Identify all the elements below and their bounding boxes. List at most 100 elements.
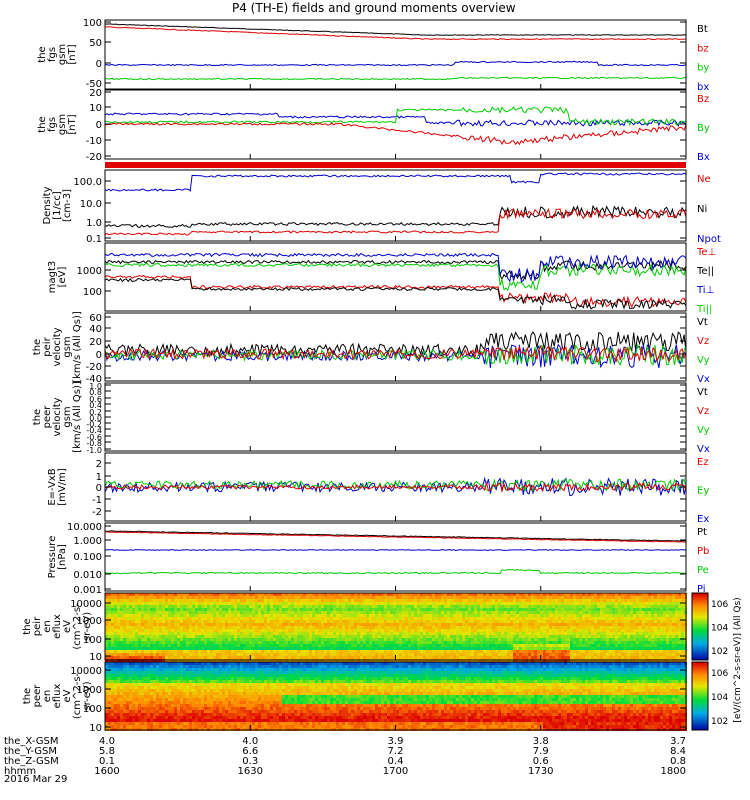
- spectrogram-cell: [492, 608, 495, 611]
- spectrogram-cell: [558, 596, 561, 599]
- spectrogram-cell: [447, 596, 450, 599]
- spectrogram-cell: [264, 620, 267, 623]
- spectrogram-cell: [522, 626, 525, 629]
- spectrogram-cell: [339, 632, 342, 635]
- spectrogram-cell: [135, 614, 138, 617]
- spectrogram-cell: [183, 629, 186, 632]
- spectrogram-cell: [168, 629, 171, 632]
- spectrogram-cell: [378, 626, 381, 629]
- spectrogram-cell: [309, 611, 312, 614]
- spectrogram-cell: [294, 644, 297, 647]
- spectrogram-cell: [606, 653, 609, 656]
- spectrogram-cell: [441, 629, 444, 632]
- spectrogram-cell: [399, 617, 402, 620]
- spectrogram-cell: [312, 641, 315, 644]
- spectrogram-cell: [267, 656, 270, 659]
- spectrogram-cell: [384, 629, 387, 632]
- spectrogram-cell: [147, 599, 150, 602]
- spectrogram-cell: [228, 644, 231, 647]
- spectrogram-cell: [606, 602, 609, 605]
- spectrogram-cell: [297, 641, 300, 644]
- spectrogram-cell: [402, 608, 405, 611]
- spectrogram-cell: [510, 599, 513, 602]
- spectrogram-cell: [405, 632, 408, 635]
- spectrogram-cell: [294, 617, 297, 620]
- spectrogram-cell: [597, 662, 600, 665]
- spectrogram-cell: [666, 614, 669, 617]
- spectrogram-cell: [369, 620, 372, 623]
- spectrogram-cell: [477, 623, 480, 626]
- spectrogram-cell: [582, 626, 585, 629]
- spectrogram-cell: [591, 596, 594, 599]
- spectrogram-cell: [276, 593, 279, 596]
- spectrogram-cell: [507, 653, 510, 656]
- spectrogram-cell: [411, 632, 414, 635]
- spectrogram-cell: [243, 650, 246, 653]
- spectrogram-cell: [129, 614, 132, 617]
- spectrogram-cell: [138, 644, 141, 647]
- spectrogram-cell: [372, 635, 375, 638]
- spectrogram-cell: [297, 596, 300, 599]
- spectrogram-cell: [294, 653, 297, 656]
- spectrogram-cell: [390, 650, 393, 653]
- spectrogram-cell: [618, 620, 621, 623]
- spectrogram-cell: [303, 611, 306, 614]
- spectrogram-cell: [390, 608, 393, 611]
- spectrogram-cell: [657, 593, 660, 596]
- spectrogram-cell: [621, 641, 624, 644]
- spectrogram-cell: [237, 623, 240, 626]
- spectrogram-cell: [210, 626, 213, 629]
- spectrogram-cell: [510, 638, 513, 641]
- spectrogram-cell: [420, 623, 423, 626]
- spectrogram-cell: [429, 593, 432, 596]
- spectrogram-cell: [351, 623, 354, 626]
- spectrogram-cell: [219, 611, 222, 614]
- ytick-label: 1.0: [86, 218, 102, 229]
- spectrogram-cell: [207, 617, 210, 620]
- spectrogram-cell: [612, 647, 615, 650]
- spectrogram-cell: [675, 608, 678, 611]
- spectrogram-cell: [645, 626, 648, 629]
- spectrogram-cell: [627, 605, 630, 608]
- spectrogram-cell: [555, 662, 558, 665]
- spectrogram-cell: [231, 638, 234, 641]
- spectrogram-cell: [129, 638, 132, 641]
- spectrogram-cell: [648, 605, 651, 608]
- spectrogram-cell: [156, 629, 159, 632]
- spectrogram-cell: [651, 608, 654, 611]
- spectrogram-cell: [654, 608, 657, 611]
- spectrogram-cell: [201, 626, 204, 629]
- spectrogram-cell: [204, 599, 207, 602]
- spectrogram-cell: [150, 608, 153, 611]
- spectrogram-cell: [315, 617, 318, 620]
- spectrogram-cell: [393, 614, 396, 617]
- spectrogram-cell: [123, 662, 126, 665]
- spectrogram-cell: [159, 617, 162, 620]
- spectrogram-cell: [414, 617, 417, 620]
- spectrogram-cell: [603, 662, 606, 665]
- spectrogram-cell: [120, 611, 123, 614]
- spectrogram-cell: [246, 602, 249, 605]
- spectrogram-cell: [165, 623, 168, 626]
- spectrogram-cell: [204, 656, 207, 659]
- spectrogram-cell: [672, 608, 675, 611]
- spectrogram-cell: [522, 653, 525, 656]
- spectrogram-cell: [489, 641, 492, 644]
- spectrogram-cell: [255, 653, 258, 656]
- spectrogram-cell: [162, 632, 165, 635]
- spectrogram-cell: [432, 608, 435, 611]
- spectrogram-cell: [636, 620, 639, 623]
- spectrogram-cell: [114, 617, 117, 620]
- spectrogram-cell: [186, 593, 189, 596]
- spectrogram-cell: [426, 662, 429, 665]
- spectrogram-cell: [396, 629, 399, 632]
- spectrogram-cell: [537, 617, 540, 620]
- spectrogram-cell: [288, 593, 291, 596]
- spectrogram-cell: [624, 608, 627, 611]
- spectrogram-cell: [648, 635, 651, 638]
- spectrogram-cell: [570, 638, 573, 641]
- legend-Vt: Vt: [697, 317, 708, 328]
- spectrogram-cell: [621, 647, 624, 650]
- spectrogram-cell: [417, 629, 420, 632]
